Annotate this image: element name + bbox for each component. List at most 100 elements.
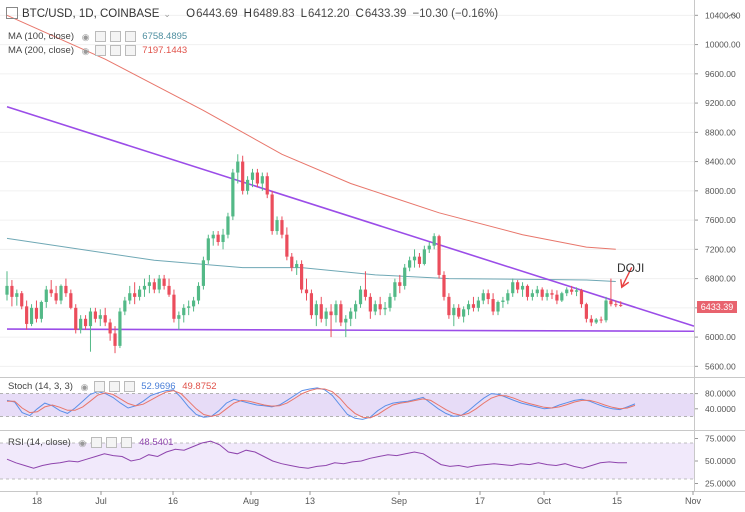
candle[interactable] xyxy=(452,304,456,327)
candle[interactable] xyxy=(565,287,569,297)
candle[interactable] xyxy=(476,296,480,312)
candle[interactable] xyxy=(250,168,255,188)
candle[interactable] xyxy=(442,271,446,301)
candle[interactable] xyxy=(88,307,93,352)
candle[interactable] xyxy=(388,293,392,312)
more-icon[interactable] xyxy=(123,381,135,392)
candle[interactable] xyxy=(74,304,78,334)
candle[interactable] xyxy=(614,300,618,308)
candle[interactable] xyxy=(530,289,534,301)
candle[interactable] xyxy=(108,318,112,341)
candle[interactable] xyxy=(324,307,328,327)
candle[interactable] xyxy=(570,285,574,295)
rsi-legend[interactable]: RSI (14, close) ◉ 48.5401 xyxy=(8,437,177,448)
candle[interactable] xyxy=(182,304,186,323)
chevron-down-icon[interactable]: ⌄ xyxy=(163,9,171,20)
candle[interactable] xyxy=(300,260,304,294)
candle[interactable] xyxy=(64,278,68,297)
stoch-legend[interactable]: Stoch (14, 3, 3) ◉ 52.9696 49.8752 xyxy=(8,381,221,392)
candle[interactable] xyxy=(427,242,431,253)
close-icon[interactable] xyxy=(108,381,120,392)
candle[interactable] xyxy=(314,300,318,327)
candle[interactable] xyxy=(29,304,34,327)
candle[interactable] xyxy=(540,287,544,301)
candle[interactable] xyxy=(516,280,520,294)
settings-icon[interactable] xyxy=(94,45,106,56)
candle[interactable] xyxy=(49,280,53,297)
candle[interactable] xyxy=(447,293,451,319)
candle[interactable] xyxy=(260,172,264,191)
candle[interactable] xyxy=(525,284,530,301)
collapse-icon[interactable] xyxy=(6,7,18,19)
candle[interactable] xyxy=(147,274,151,294)
candle[interactable] xyxy=(290,252,294,272)
eye-icon[interactable]: ◉ xyxy=(81,31,90,42)
candle[interactable] xyxy=(25,300,29,330)
candle[interactable] xyxy=(457,304,461,319)
candle[interactable] xyxy=(241,155,245,195)
ma200-legend[interactable]: MA (200, close) ◉ 7197.1443 xyxy=(8,45,191,56)
candle[interactable] xyxy=(231,168,235,221)
candle[interactable] xyxy=(206,234,210,264)
candle[interactable] xyxy=(560,291,564,302)
candle[interactable] xyxy=(113,326,117,354)
candle[interactable] xyxy=(137,285,142,301)
candle[interactable] xyxy=(535,285,539,297)
eye-icon[interactable]: ◉ xyxy=(81,45,90,56)
candle[interactable] xyxy=(609,278,613,307)
candle[interactable] xyxy=(462,306,466,323)
candle[interactable] xyxy=(432,233,436,250)
candle[interactable] xyxy=(408,256,412,272)
candle[interactable] xyxy=(373,300,377,316)
candle[interactable] xyxy=(83,315,88,330)
time-axis[interactable]: 18 Jul 16 Aug 13 Sep 17 Oct 15 Nov xyxy=(32,491,702,506)
candle[interactable] xyxy=(354,300,358,319)
candle[interactable] xyxy=(344,315,348,338)
candle[interactable] xyxy=(619,301,623,307)
close-icon[interactable] xyxy=(106,437,118,448)
candle[interactable] xyxy=(69,289,73,310)
candle[interactable] xyxy=(520,282,525,297)
candle[interactable] xyxy=(93,307,97,323)
candle[interactable] xyxy=(555,290,559,305)
close-icon[interactable] xyxy=(109,31,121,42)
candle[interactable] xyxy=(604,296,608,323)
settings-icon[interactable] xyxy=(94,31,106,42)
candle[interactable] xyxy=(285,227,289,261)
candle[interactable] xyxy=(589,315,593,327)
candle[interactable] xyxy=(329,304,333,338)
candle[interactable] xyxy=(103,307,107,327)
candle[interactable] xyxy=(162,274,166,290)
candle[interactable] xyxy=(34,300,39,323)
candle[interactable] xyxy=(280,216,284,239)
symbol-label[interactable]: BTC/USD, 1D, COINBASE xyxy=(22,8,160,21)
candle[interactable] xyxy=(177,311,181,330)
candle[interactable] xyxy=(398,274,402,294)
candle[interactable] xyxy=(574,287,579,297)
candle[interactable] xyxy=(393,278,397,301)
candle[interactable] xyxy=(594,318,598,324)
candle[interactable] xyxy=(245,176,250,195)
candle[interactable] xyxy=(54,285,58,305)
candle[interactable] xyxy=(579,288,584,308)
candle[interactable] xyxy=(501,296,505,308)
candle[interactable] xyxy=(412,249,417,268)
candle[interactable] xyxy=(167,278,171,297)
candlesticks[interactable] xyxy=(5,154,623,354)
candle[interactable] xyxy=(152,278,156,294)
candle[interactable] xyxy=(295,260,299,275)
candle[interactable] xyxy=(157,274,161,294)
candle[interactable] xyxy=(216,231,220,246)
more-icon[interactable] xyxy=(124,31,136,42)
candle[interactable] xyxy=(466,300,471,316)
descending-trendline[interactable] xyxy=(6,105,695,327)
candle[interactable] xyxy=(403,263,407,290)
candle[interactable] xyxy=(255,168,260,188)
candle[interactable] xyxy=(584,302,588,323)
candle[interactable] xyxy=(20,291,24,310)
candle[interactable] xyxy=(10,280,14,307)
candle[interactable] xyxy=(486,289,490,305)
candle[interactable] xyxy=(79,315,83,334)
more-icon[interactable] xyxy=(121,437,133,448)
